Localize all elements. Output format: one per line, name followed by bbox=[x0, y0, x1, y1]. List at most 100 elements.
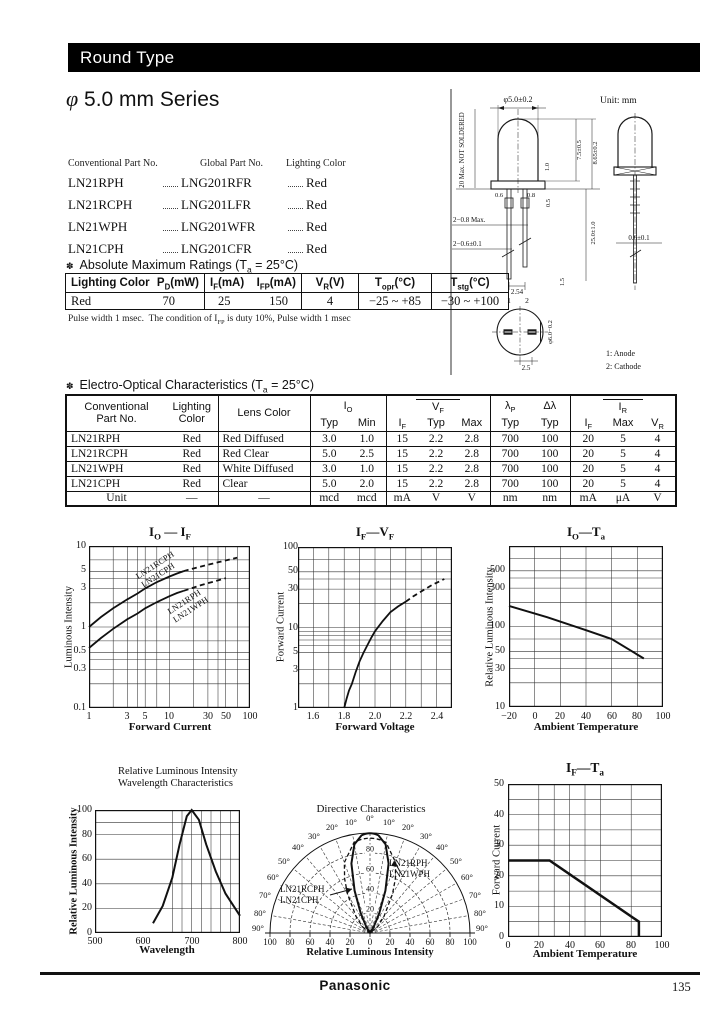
dotted-leader bbox=[163, 176, 178, 187]
tick-label: 0 bbox=[505, 940, 511, 951]
chart-title: IF—VF bbox=[355, 524, 395, 542]
tick-label: 40 bbox=[581, 711, 591, 722]
plot-io-ta bbox=[508, 546, 664, 708]
dim-25-0: 25.0±1.0 bbox=[590, 221, 597, 244]
chart-title: IO—Ta bbox=[566, 524, 606, 542]
header-lens: Lens Color bbox=[217, 395, 310, 431]
part-row: LN21CPH LNG201CFR Red bbox=[68, 241, 336, 257]
lighting-color: Red bbox=[306, 197, 327, 212]
cell: μA bbox=[615, 492, 631, 505]
chart-title: IO — IF bbox=[149, 524, 191, 542]
tick-label: 100 bbox=[263, 937, 277, 947]
cell: nm bbox=[542, 492, 558, 505]
cell: 5.0 bbox=[309, 476, 348, 491]
conventional-part-no: LN21RPH bbox=[68, 175, 124, 190]
tick-label: 500 bbox=[87, 936, 103, 947]
abs-max-footnote: Pulse width 1 msec. The condition of IFP… bbox=[68, 314, 351, 326]
chart-title: Directive Characteristics bbox=[316, 803, 426, 815]
radial-label: 40 bbox=[365, 884, 375, 894]
tick-label: 1.6 bbox=[306, 711, 320, 722]
cell: 2.8 bbox=[464, 447, 479, 460]
cell: 1.0 bbox=[359, 462, 374, 475]
unit-note: Unit: mm bbox=[600, 96, 637, 106]
header-max: Max bbox=[461, 416, 483, 429]
cell: 5 bbox=[620, 432, 626, 445]
tick-label: 10 bbox=[76, 539, 86, 551]
header-if: IF bbox=[569, 415, 606, 431]
eo-unit-row: Unit — — mcd mcd mA V V nm nm mA μA V bbox=[66, 491, 677, 506]
cell: 2.2 bbox=[428, 462, 444, 475]
cell-unit: Unit bbox=[106, 492, 127, 505]
header-vr: VR bbox=[651, 416, 664, 431]
radial-label: 60 bbox=[365, 864, 375, 874]
tick-label: 100 bbox=[654, 940, 670, 951]
conventional-part-no: LN21CPH bbox=[68, 241, 124, 256]
eo-data-row: LN21RPH Red Red Diffused 3.0 1.0 15 2.2 … bbox=[66, 431, 677, 446]
plot-io-if bbox=[88, 546, 251, 709]
tick-label: 2.4 bbox=[430, 711, 444, 722]
phi-symbol: φ bbox=[66, 86, 79, 111]
package-drawing: Unit: mm φ5.0±0.2 20 Max. NOT SOLDERED 1… bbox=[450, 89, 662, 375]
tick-label: 0 bbox=[87, 926, 92, 938]
cell: 20 bbox=[569, 476, 606, 491]
angle-label: 30° bbox=[308, 831, 320, 841]
dim-not-soldered: 20 Max. NOT SOLDERED bbox=[459, 112, 466, 187]
header-delta-lambda: Δλ bbox=[543, 399, 557, 412]
drawing-labels: Unit: mm φ5.0±0.2 20 Max. NOT SOLDERED 1… bbox=[453, 95, 650, 372]
tick-label: 20 bbox=[345, 937, 355, 947]
cell: V bbox=[467, 492, 476, 505]
header-typ: Typ bbox=[540, 416, 559, 429]
tick-label: 20 bbox=[494, 869, 504, 881]
tick-label: 40 bbox=[494, 808, 504, 820]
angle-label: 10° bbox=[345, 817, 357, 827]
header-lighting-pd: Lighting Color PD(mW) bbox=[71, 277, 199, 292]
angle-label: 40° bbox=[436, 842, 448, 852]
cell: 100 bbox=[541, 462, 559, 475]
plot-directive bbox=[265, 832, 475, 937]
tick-label: −20 bbox=[501, 711, 517, 722]
cell: 2.2 bbox=[428, 447, 444, 460]
tick-label: 5 bbox=[293, 645, 298, 657]
cell: 20 bbox=[569, 461, 606, 476]
cell-lens: Red Clear bbox=[217, 446, 310, 461]
dim-phi5: φ5.0±0.2 bbox=[503, 95, 532, 104]
header-lambda-p: λP bbox=[489, 395, 530, 415]
chart-title: Relative Luminous Intensity Wavelength Ch… bbox=[118, 766, 238, 789]
abs-max-title-text: Absolute Maximum Ratings (T bbox=[79, 258, 247, 272]
tick-label: 30 bbox=[288, 582, 298, 594]
cell: 4 bbox=[654, 432, 661, 445]
section-marker-icon: ✽ bbox=[66, 381, 74, 391]
angle-label: 30° bbox=[420, 831, 432, 841]
header-max: Max bbox=[612, 416, 634, 429]
global-part-no: LNG201CFR bbox=[181, 241, 252, 256]
tick-label: 100 bbox=[283, 540, 298, 552]
cell: 100 bbox=[541, 477, 559, 490]
abs-max-title-sub: a bbox=[246, 264, 252, 275]
tick-label: 1 bbox=[86, 711, 92, 722]
cell: 5 bbox=[620, 447, 626, 460]
tick-label: 80 bbox=[632, 711, 642, 722]
grid bbox=[298, 547, 452, 708]
y-axis-label: Relative Luminous Intensity bbox=[484, 567, 496, 687]
cell: 1.0 bbox=[359, 432, 374, 445]
tick-label: 40 bbox=[82, 877, 92, 889]
dim-lead-06: 2−0.6±0.1 bbox=[453, 240, 482, 248]
abs-max-title: ✽ Absolute Maximum Ratings (Ta = 25°C) bbox=[66, 258, 299, 275]
footer-rule bbox=[40, 972, 700, 975]
eo-data-row: LN21WPH Red White Diffused 3.0 1.0 15 2.… bbox=[66, 461, 677, 476]
tick-label: 100 bbox=[490, 619, 505, 631]
plot-border bbox=[95, 810, 241, 934]
tick-label: 0 bbox=[367, 937, 373, 947]
section-banner: Round Type bbox=[68, 43, 700, 72]
abs-max-title-post: = 25°C) bbox=[251, 258, 299, 272]
tick-label: 0.1 bbox=[73, 701, 87, 713]
plot-border bbox=[509, 546, 664, 708]
tick-label: 80 bbox=[626, 940, 636, 951]
pin1-label: 1 bbox=[507, 296, 511, 305]
x-axis-label: Ambient Temperature bbox=[532, 948, 638, 960]
plot-border bbox=[298, 547, 453, 709]
cell-if-ifp: 25 150 bbox=[204, 292, 302, 310]
cell: V bbox=[653, 492, 662, 505]
lighting-color: Red bbox=[306, 175, 327, 190]
